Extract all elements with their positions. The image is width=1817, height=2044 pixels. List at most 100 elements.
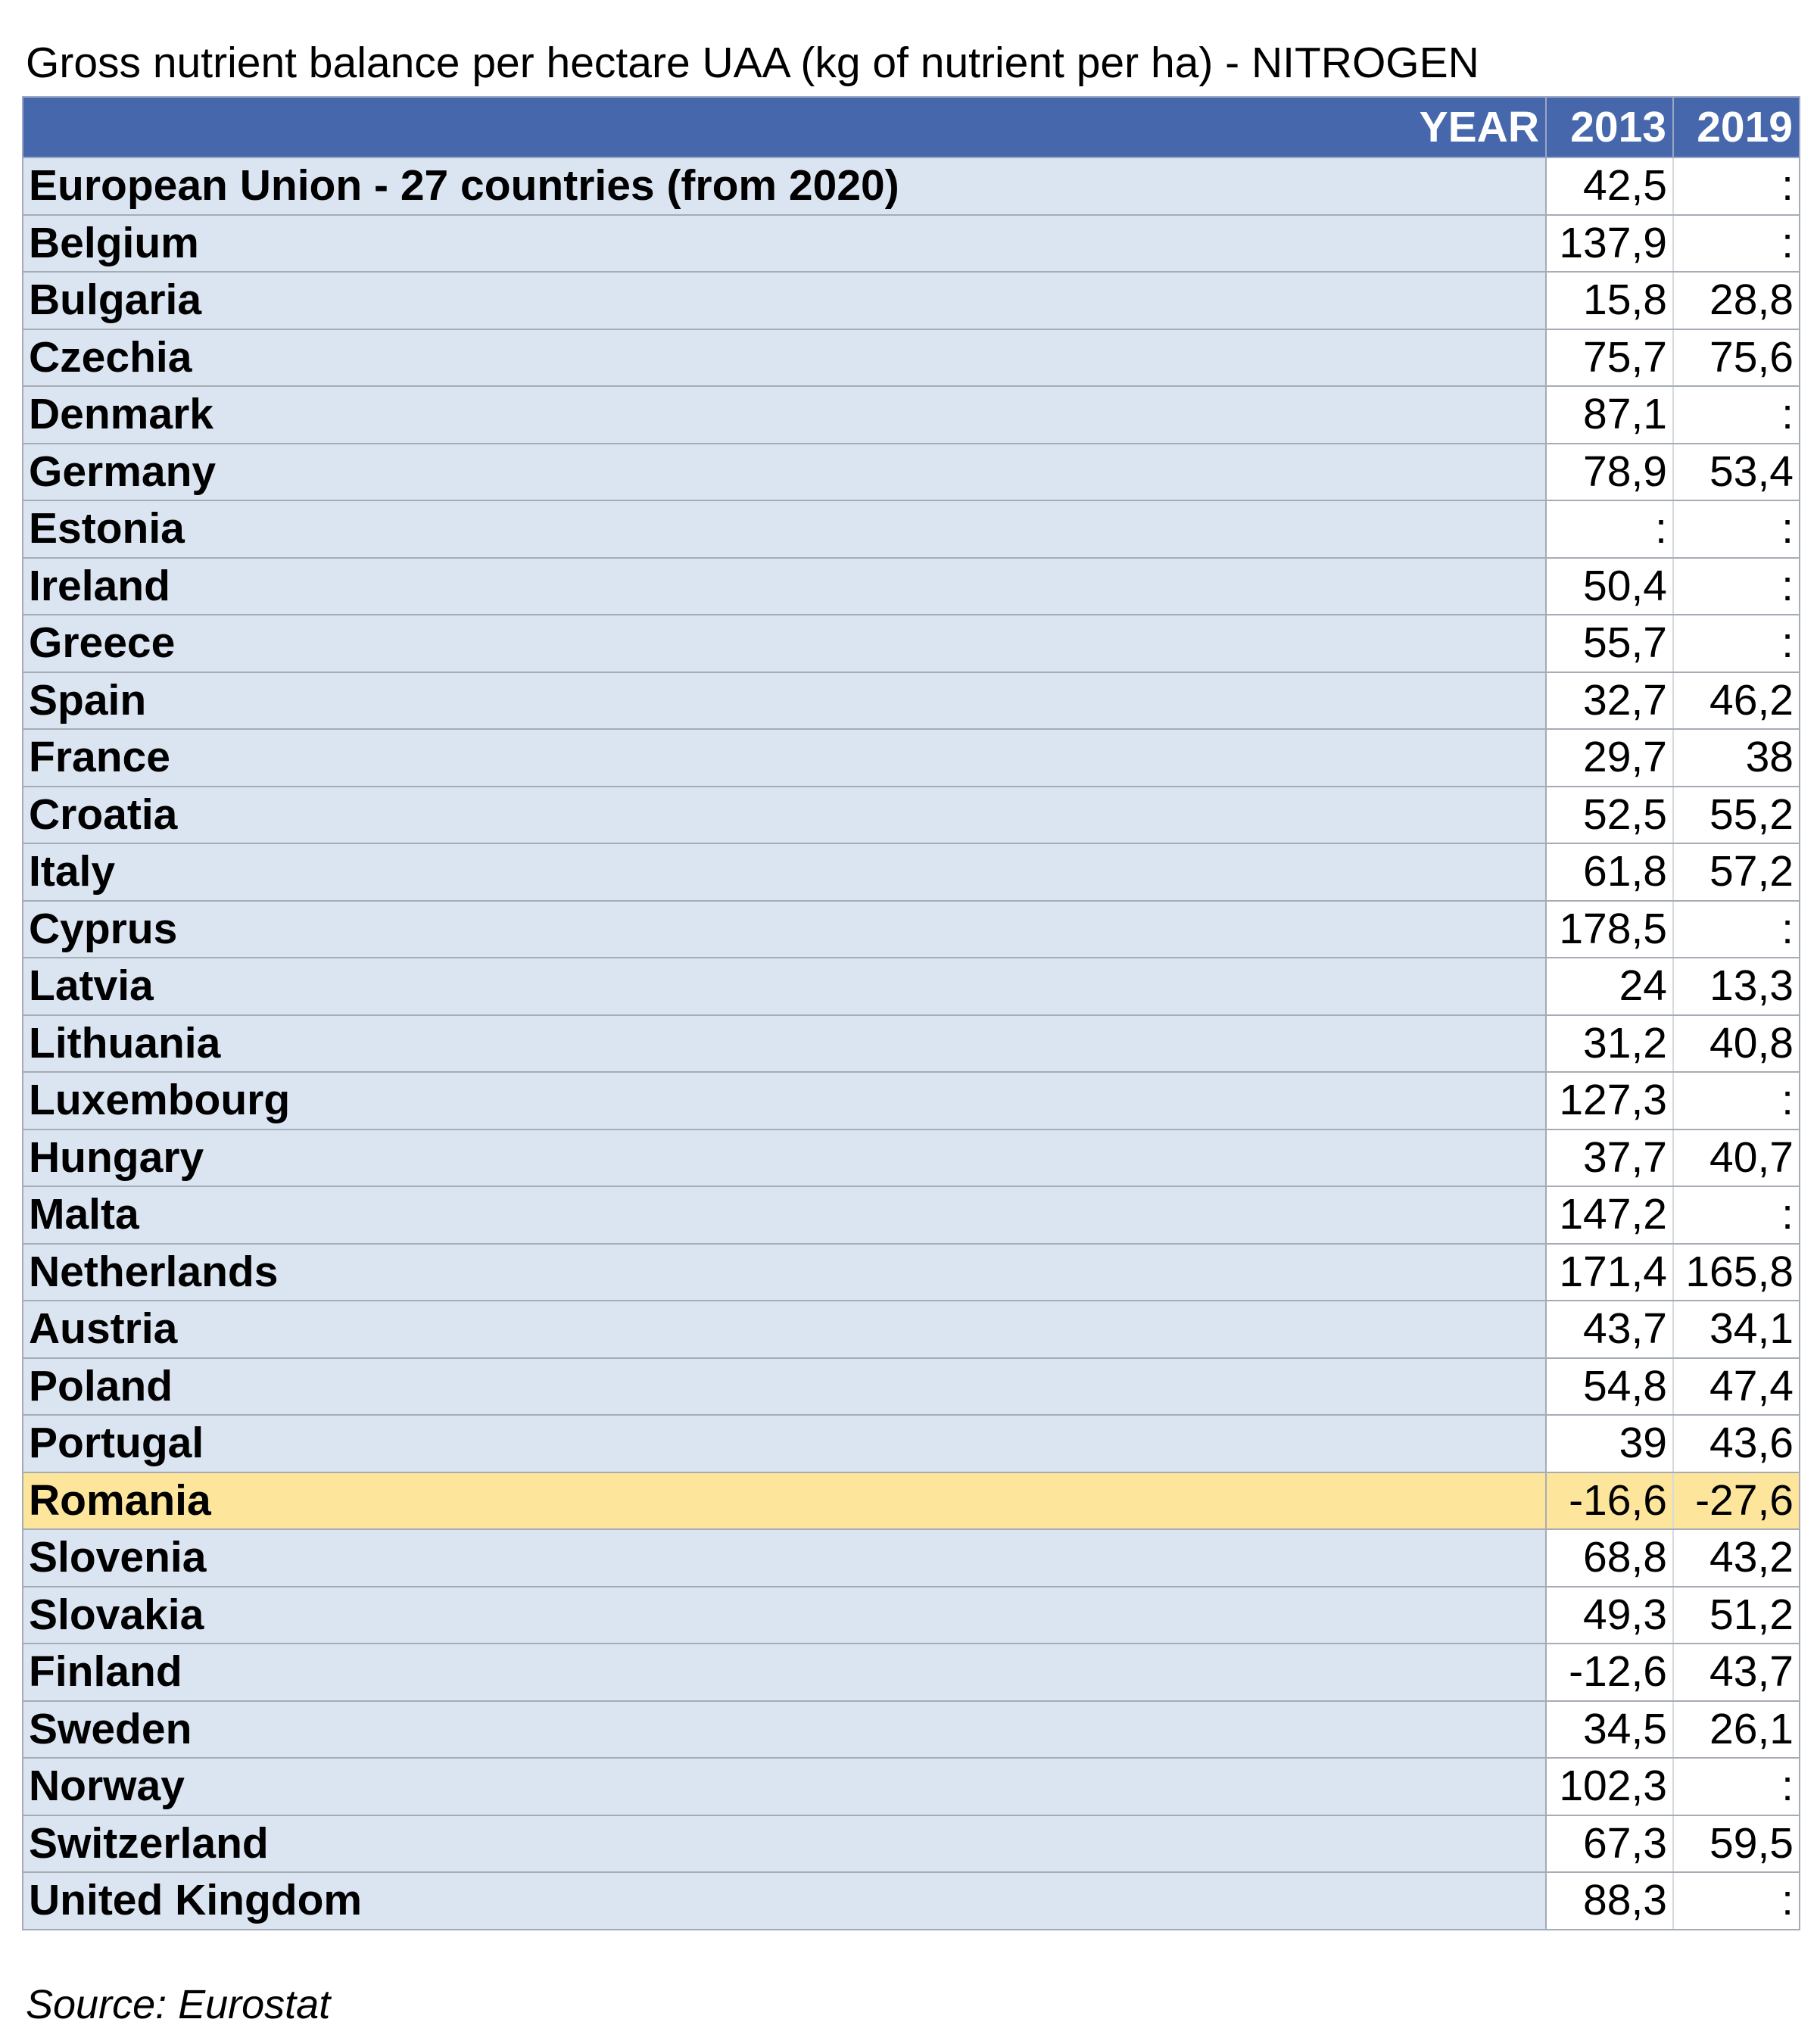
value-2013-cell: 34,5 <box>1545 1700 1674 1759</box>
value-2019-cell: 38 <box>1672 728 1800 787</box>
value-2019-cell: : <box>1672 1871 1800 1930</box>
country-name-cell: Portugal <box>22 1414 1547 1473</box>
value-2013-cell: 88,3 <box>1545 1871 1674 1930</box>
table-row: Portugal 39 43,6 <box>22 1414 1800 1473</box>
value-2013-cell: 55,7 <box>1545 614 1674 673</box>
country-name-cell: Austria <box>22 1300 1547 1359</box>
country-name-cell: Slovakia <box>22 1585 1547 1644</box>
table-row: Bulgaria 15,8 28,8 <box>22 271 1800 330</box>
country-name-cell: Ireland <box>22 556 1547 615</box>
value-2019-cell: 43,2 <box>1672 1528 1800 1588</box>
value-2013-cell: 87,1 <box>1545 385 1674 444</box>
value-2019-cell: 53,4 <box>1672 442 1800 501</box>
table-row: Latvia 24 13,3 <box>22 957 1800 1016</box>
value-2013-cell: 39 <box>1545 1414 1674 1473</box>
value-2013-cell: 102,3 <box>1545 1757 1674 1816</box>
country-name-cell: Italy <box>22 843 1547 902</box>
table-row: Ireland 50,4: <box>22 556 1800 615</box>
table-row: Sweden 34,5 26,1 <box>22 1700 1800 1759</box>
country-name-cell: Croatia <box>22 785 1547 844</box>
value-2019-cell: -27,6 <box>1672 1471 1800 1530</box>
value-2013-cell: 24 <box>1545 957 1674 1016</box>
table-row: Cyprus 178,5: <box>22 899 1800 958</box>
value-2019-cell: 28,8 <box>1672 271 1800 330</box>
table-row: Greece 55,7: <box>22 614 1800 673</box>
country-name-cell: Denmark <box>22 385 1547 444</box>
value-2019-cell: : <box>1672 1757 1800 1816</box>
nutrient-balance-table: YEAR 2013 2019 European Union - 27 count… <box>22 96 1800 1930</box>
table-row: Norway 102,3: <box>22 1757 1800 1816</box>
country-name-cell: Finland <box>22 1643 1547 1702</box>
value-2013-cell: 147,2 <box>1545 1186 1674 1245</box>
value-2013-cell: : <box>1545 500 1674 559</box>
country-name-cell: Latvia <box>22 957 1547 1016</box>
country-name-cell: United Kingdom <box>22 1871 1547 1930</box>
country-name-cell: Romania <box>22 1471 1547 1530</box>
value-2013-cell: 52,5 <box>1545 785 1674 844</box>
value-2019-cell: 26,1 <box>1672 1700 1800 1759</box>
value-2019-cell: : <box>1672 213 1800 273</box>
country-name-cell: France <box>22 728 1547 787</box>
table-row: Finland -12,6 43,7 <box>22 1643 1800 1702</box>
table-row: France 29,7 38 <box>22 728 1800 787</box>
table-row: Luxembourg 127,3: <box>22 1071 1800 1130</box>
value-2013-cell: 54,8 <box>1545 1357 1674 1416</box>
value-2013-cell: 49,3 <box>1545 1585 1674 1644</box>
country-name-cell: Lithuania <box>22 1014 1547 1073</box>
value-2019-cell: : <box>1672 899 1800 958</box>
country-name-cell: Norway <box>22 1757 1547 1816</box>
value-2013-cell: 137,9 <box>1545 213 1674 273</box>
value-2019-cell: : <box>1672 614 1800 673</box>
table-body: European Union - 27 countries (from 2020… <box>22 157 1800 1930</box>
header-row: YEAR 2013 2019 <box>22 96 1800 158</box>
country-name-cell: European Union - 27 countries (from 2020… <box>22 157 1547 216</box>
country-name-cell: Estonia <box>22 500 1547 559</box>
value-2013-cell: 32,7 <box>1545 671 1674 730</box>
country-name-cell: Poland <box>22 1357 1547 1416</box>
country-name-cell: Cyprus <box>22 899 1547 958</box>
table-row: Spain 32,7 46,2 <box>22 671 1800 730</box>
value-2013-cell: 75,7 <box>1545 328 1674 387</box>
country-name-cell: Belgium <box>22 213 1547 273</box>
header-year-2013: 2013 <box>1545 96 1674 158</box>
value-2013-cell: 78,9 <box>1545 442 1674 501</box>
value-2013-cell: 67,3 <box>1545 1814 1674 1873</box>
value-2019-cell: : <box>1672 1186 1800 1245</box>
value-2013-cell: 15,8 <box>1545 271 1674 330</box>
value-2019-cell: 40,8 <box>1672 1014 1800 1073</box>
table-row: Malta 147,2: <box>22 1186 1800 1245</box>
header-year-label: YEAR <box>22 96 1547 158</box>
country-name-cell: Spain <box>22 671 1547 730</box>
value-2013-cell: -12,6 <box>1545 1643 1674 1702</box>
country-name-cell: Luxembourg <box>22 1071 1547 1130</box>
country-name-cell: Netherlands <box>22 1242 1547 1301</box>
table-row: Romania -16,6 -27,6 <box>22 1471 1800 1530</box>
value-2019-cell: : <box>1672 500 1800 559</box>
value-2013-cell: 29,7 <box>1545 728 1674 787</box>
table-row: Poland 54,8 47,4 <box>22 1357 1800 1416</box>
value-2013-cell: 171,4 <box>1545 1242 1674 1301</box>
value-2013-cell: 127,3 <box>1545 1071 1674 1130</box>
table-row: Switzerland 67,3 59,5 <box>22 1814 1800 1873</box>
table-row: Czechia 75,7 75,6 <box>22 328 1800 387</box>
country-name-cell: Hungary <box>22 1128 1547 1187</box>
country-name-cell: Greece <box>22 614 1547 673</box>
value-2019-cell: : <box>1672 556 1800 615</box>
table-row: Hungary 37,7 40,7 <box>22 1128 1800 1187</box>
table-row: Austria 43,7 34,1 <box>22 1300 1800 1359</box>
table-row: Estonia:: <box>22 500 1800 559</box>
value-2019-cell: 55,2 <box>1672 785 1800 844</box>
value-2019-cell: 13,3 <box>1672 957 1800 1016</box>
value-2019-cell: 43,7 <box>1672 1643 1800 1702</box>
value-2019-cell: 46,2 <box>1672 671 1800 730</box>
country-name-cell: Malta <box>22 1186 1547 1245</box>
value-2013-cell: -16,6 <box>1545 1471 1674 1530</box>
value-2019-cell: : <box>1672 1071 1800 1130</box>
table-row: Slovenia 68,8 43,2 <box>22 1528 1800 1588</box>
table-row: Netherlands 171,4 165,8 <box>22 1242 1800 1301</box>
table-row: Croatia 52,5 55,2 <box>22 785 1800 844</box>
value-2013-cell: 68,8 <box>1545 1528 1674 1588</box>
value-2019-cell: 51,2 <box>1672 1585 1800 1644</box>
table-row: European Union - 27 countries (from 2020… <box>22 157 1800 216</box>
value-2019-cell: 43,6 <box>1672 1414 1800 1473</box>
